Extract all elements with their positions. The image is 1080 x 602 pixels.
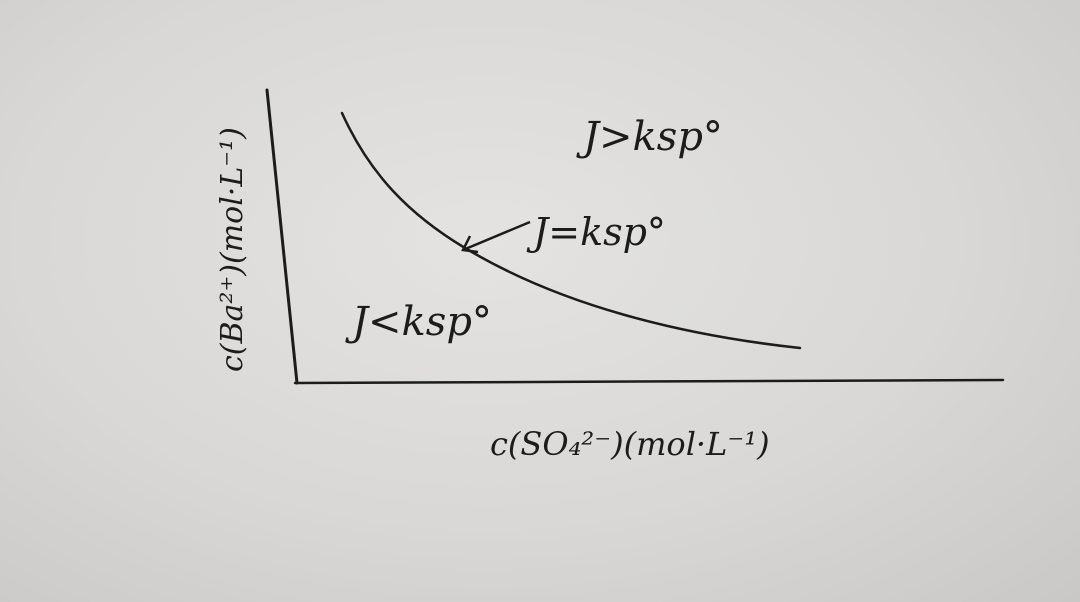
region-label-above: J>ksp° — [576, 114, 723, 160]
pointer-arrow — [462, 220, 531, 252]
region-label-on-curve: J=ksp° — [526, 210, 666, 254]
arrow-head — [461, 235, 479, 254]
x-axis — [293, 378, 1005, 385]
solubility-curve — [340, 111, 802, 350]
region-label-below: J<ksp° — [345, 299, 492, 345]
x-axis-label: c(SO₄²⁻)(mol·L⁻¹) — [490, 425, 770, 463]
y-axis — [265, 88, 299, 385]
y-axis-label: c(Ba²⁺)(mol·L⁻¹) — [215, 127, 250, 372]
